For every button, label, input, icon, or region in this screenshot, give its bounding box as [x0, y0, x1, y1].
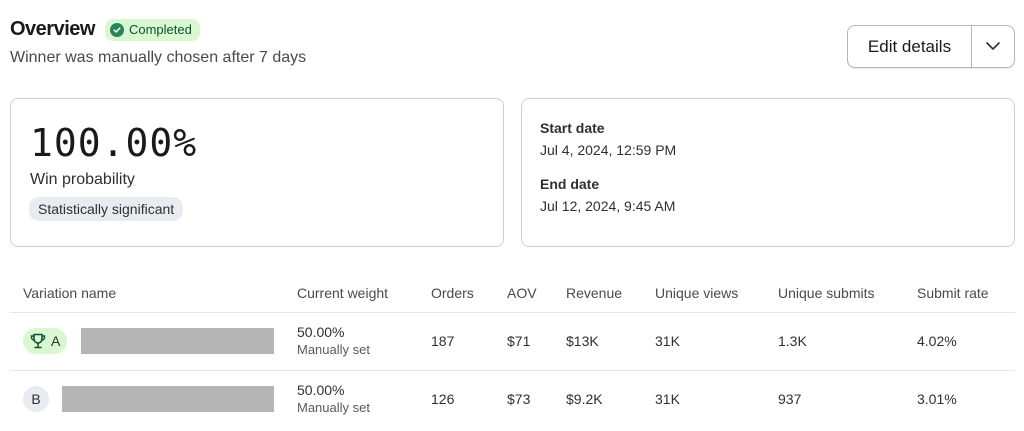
significance-badge: Statistically significant: [29, 197, 184, 221]
win-probability-label: Win probability: [30, 171, 135, 188]
revenue-cell: $9.2K: [566, 391, 603, 407]
unique-views-cell: 31K: [655, 333, 680, 349]
title-row: Overview Completed: [10, 18, 306, 41]
variation-badge: B: [23, 386, 49, 412]
unique-views-cell: 31K: [655, 391, 680, 407]
column-header-current-weight: Current weight: [297, 285, 389, 301]
orders-cell: 126: [431, 391, 455, 407]
column-header-unique-submits: Unique submits: [778, 285, 875, 301]
weight-cell: 50.00% Manually set: [297, 324, 370, 357]
weight-value: 50.00%: [297, 382, 345, 398]
redacted-variation-name: [62, 386, 274, 412]
unique-submits-cell: 937: [778, 391, 802, 407]
weight-value: 50.00%: [297, 324, 345, 340]
status-badge-label: Completed: [128, 22, 192, 37]
revenue-cell: $13K: [566, 333, 599, 349]
weight-note: Manually set: [297, 342, 370, 357]
win-probability-value: 100.00%: [30, 121, 198, 165]
column-header-orders: Orders: [431, 285, 474, 301]
status-badge: Completed: [104, 18, 200, 41]
column-header-unique-views: Unique views: [655, 285, 739, 301]
submit-rate-cell: 3.01%: [917, 391, 957, 407]
weight-cell: 50.00% Manually set: [297, 382, 370, 415]
more-actions-button[interactable]: [972, 26, 1014, 67]
win-probability-card: 100.00% Win probability Statistically si…: [10, 98, 504, 247]
edit-details-button[interactable]: Edit details: [848, 26, 972, 67]
variations-table: Variation name Current weight Orders AOV…: [10, 272, 1015, 429]
column-header-variation-name: Variation name: [23, 285, 117, 301]
column-header-revenue: Revenue: [566, 285, 623, 301]
trophy-icon: [29, 332, 47, 350]
aov-cell: $73: [507, 391, 531, 407]
page-subtitle: Winner was manually chosen after 7 days: [10, 49, 307, 66]
variation-badge-winner: A: [23, 328, 68, 354]
table-row[interactable]: B 50.00% Manually set 126 $73 $9.2K 31K …: [10, 371, 1015, 429]
dates-card: Start date Jul 4, 2024, 12:59 PM End dat…: [521, 98, 1015, 247]
check-circle-icon: [109, 22, 124, 37]
edit-button-group: Edit details: [847, 25, 1015, 68]
table-header-row: Variation name Current weight Orders AOV…: [10, 272, 1015, 313]
end-date-label: End date: [540, 176, 600, 192]
start-date-label: Start date: [540, 120, 605, 136]
column-header-submit-rate: Submit rate: [917, 285, 989, 301]
page-title: Overview: [10, 18, 95, 40]
aov-cell: $71: [507, 333, 531, 349]
weight-note: Manually set: [297, 400, 370, 415]
chevron-down-icon: [985, 38, 1001, 56]
overview-header: Overview Completed Winner was manually c…: [10, 18, 306, 67]
submit-rate-cell: 4.02%: [917, 333, 957, 349]
unique-submits-cell: 1.3K: [778, 333, 807, 349]
orders-cell: 187: [431, 333, 455, 349]
column-header-aov: AOV: [507, 285, 537, 301]
variation-letter: A: [51, 333, 61, 349]
start-date-value: Jul 4, 2024, 12:59 PM: [540, 142, 677, 158]
redacted-variation-name: [81, 328, 274, 354]
end-date-value: Jul 12, 2024, 9:45 AM: [540, 198, 676, 214]
table-row[interactable]: A 50.00% Manually set 187 $71 $13K 31K 1…: [10, 313, 1015, 371]
